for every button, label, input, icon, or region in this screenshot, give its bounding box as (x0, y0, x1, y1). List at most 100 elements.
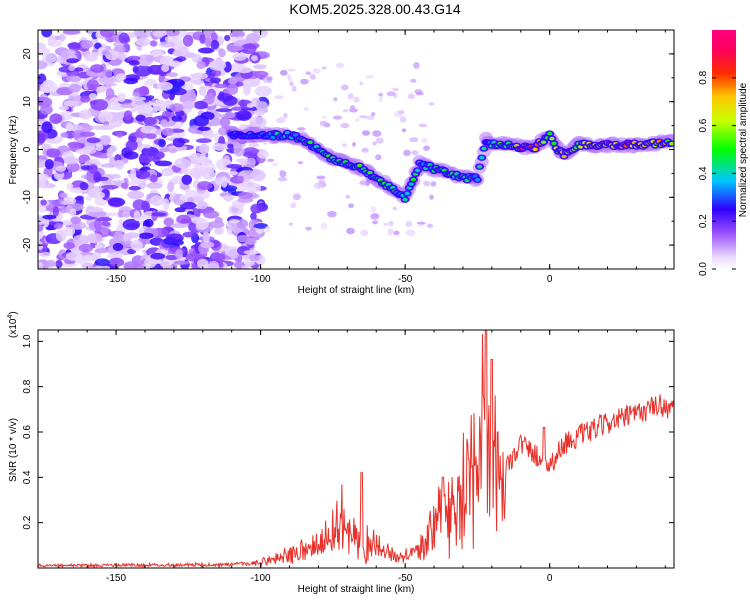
noise-blob (159, 41, 176, 48)
noise-blob (54, 223, 63, 230)
noise-blob (52, 205, 59, 217)
noise-blob (167, 181, 175, 193)
noise-blob (196, 138, 212, 144)
noise-blob (388, 220, 394, 227)
noise-blob (218, 48, 226, 58)
noise-blob (415, 92, 424, 96)
noise-blob (246, 103, 255, 108)
noise-blob (83, 254, 92, 262)
noise-blob (94, 191, 105, 199)
noise-blob (250, 169, 266, 182)
noise-blob (146, 133, 157, 140)
noise-blob (169, 103, 184, 112)
noise-blob (212, 143, 228, 151)
y-tick-label: 0 (22, 146, 33, 152)
noise-blob (160, 119, 169, 128)
noise-blob (78, 243, 94, 253)
noise-blob (375, 154, 382, 161)
noise-blob (42, 52, 58, 64)
noise-blob (140, 125, 157, 134)
noise-blob (45, 259, 57, 268)
noise-blob (166, 60, 182, 67)
noise-blob (123, 110, 133, 121)
noise-blob (365, 74, 375, 79)
noise-blob (243, 250, 259, 255)
noise-blob (77, 137, 90, 144)
noise-blob (149, 40, 158, 47)
noise-blob (401, 128, 407, 133)
noise-blob (316, 175, 326, 180)
noise-blob (132, 65, 139, 73)
noise-blob (39, 251, 51, 257)
trace-peak (404, 191, 410, 196)
noise-blob (172, 50, 184, 57)
y-tick-label: -20 (22, 237, 33, 252)
noise-blob (104, 69, 113, 78)
noise-blob (130, 167, 137, 180)
noise-blob (320, 222, 328, 230)
trace-peak (367, 170, 373, 175)
noise-blob (196, 61, 206, 70)
noise-blob (166, 72, 179, 78)
noise-blob (209, 77, 221, 84)
noise-blob (378, 92, 383, 97)
noise-blob (141, 200, 150, 211)
noise-blob (80, 131, 96, 137)
noise-blob (124, 232, 140, 239)
noise-blob (198, 47, 215, 54)
y-tick-label: 0.2 (22, 515, 33, 529)
noise-blob (193, 100, 208, 110)
noise-blob (309, 73, 316, 80)
noise-blob (372, 130, 382, 137)
noise-blob (393, 230, 400, 236)
colorbar-tick-label: 0.4 (698, 166, 709, 180)
noise-blob (199, 34, 206, 44)
noise-blob (180, 167, 191, 173)
chart-title: KOM5.2025.328.00.43.G14 (289, 1, 461, 17)
noise-blob (196, 156, 211, 165)
noise-blob (75, 195, 84, 201)
noise-blob (99, 30, 115, 38)
noise-blob (150, 195, 165, 207)
noise-blob (398, 110, 405, 114)
noise-blob (200, 161, 216, 174)
y-tick-label: 0.6 (22, 425, 33, 439)
noise-blob (228, 248, 239, 260)
noise-blob (221, 176, 228, 188)
noise-blob (80, 95, 91, 103)
noise-blob (125, 139, 138, 151)
snr-series-line (38, 330, 674, 568)
noise-blob (41, 30, 53, 38)
noise-blob (110, 160, 124, 167)
noise-blob (131, 96, 146, 102)
noise-blob (46, 148, 61, 158)
noise-blob (204, 36, 212, 48)
noise-blob (224, 112, 236, 119)
noise-blob (407, 93, 415, 100)
noise-blob (99, 124, 115, 131)
noise-blob (166, 233, 184, 243)
noise-blob (215, 108, 233, 113)
noise-blob (375, 137, 384, 144)
noise-blob (38, 224, 44, 232)
y-tick-label: 10 (22, 96, 33, 108)
noise-blob (202, 170, 216, 180)
noise-blob (214, 226, 224, 235)
spectrogram-noise-cloud (38, 30, 437, 269)
noise-blob (181, 83, 194, 91)
noise-blob (138, 154, 153, 164)
noise-blob (321, 66, 327, 70)
noise-blob (161, 64, 170, 72)
noise-blob (248, 142, 260, 148)
trace-peak (481, 146, 487, 151)
noise-blob (249, 254, 260, 262)
noise-blob (426, 223, 434, 228)
noise-blob (240, 43, 257, 54)
colorbar-tick-label: 0.8 (698, 70, 709, 84)
trace-peak (561, 154, 567, 159)
noise-blob (252, 70, 269, 78)
noise-blob (283, 112, 288, 119)
noise-blob (60, 50, 69, 60)
trace-peak (414, 168, 421, 173)
